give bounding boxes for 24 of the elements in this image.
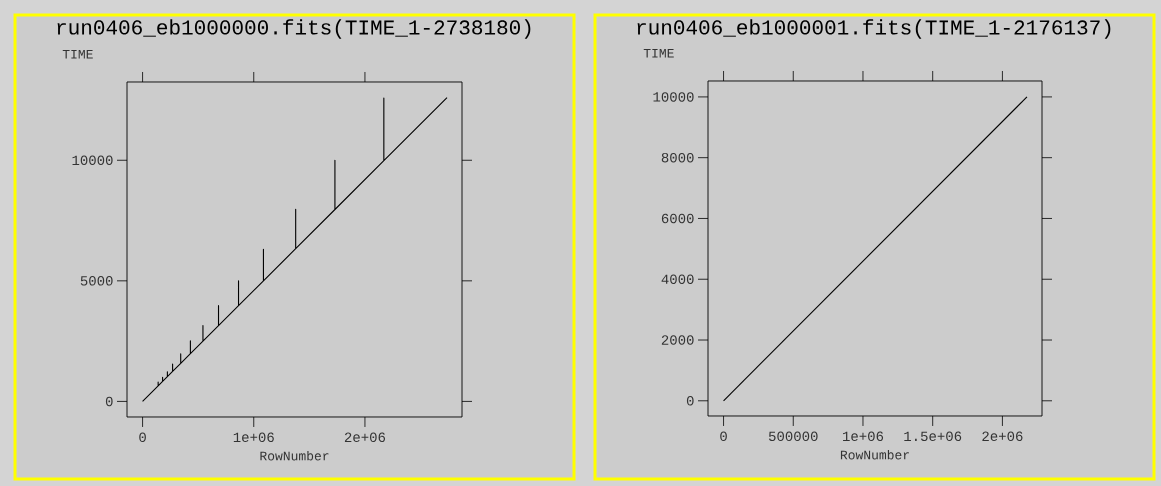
y-tick-label: 8000 xyxy=(661,152,694,163)
x-tick-label: 1.5e+06 xyxy=(904,431,962,442)
y-axis-title: TIME xyxy=(643,48,674,58)
x-axis-title: RowNumber xyxy=(840,449,909,460)
x-axis-title: RowNumber xyxy=(260,450,329,461)
y-tick-label: 10000 xyxy=(72,155,113,166)
x-tick-label: 0 xyxy=(720,431,727,442)
x-tick-label: 0 xyxy=(139,432,146,443)
y-tick-label: 6000 xyxy=(661,213,694,224)
y-tick-label: 5000 xyxy=(80,276,113,286)
x-tick-label: 500000 xyxy=(768,431,818,442)
line-series xyxy=(142,97,448,402)
x-tick-label: 1e+06 xyxy=(233,432,274,443)
chart-title: run0406_eb1000000.fits(TIME_1-2738180) xyxy=(57,19,531,39)
x-tick-label: 2e+06 xyxy=(982,431,1023,442)
y-tick-label: 0 xyxy=(105,396,113,407)
y-axis-title: TIME xyxy=(62,49,93,59)
chart-title: run0406_eb1000001.fits(TIME_1-2176137) xyxy=(637,19,1111,39)
x-tick-label: 2e+06 xyxy=(344,432,386,443)
y-tick-label: 4000 xyxy=(661,274,694,284)
y-tick-label: 10000 xyxy=(653,92,694,102)
y-tick-label: 0 xyxy=(686,396,694,406)
y-tick-label: 2000 xyxy=(661,335,694,345)
x-tick-label: 1e+06 xyxy=(843,431,884,442)
